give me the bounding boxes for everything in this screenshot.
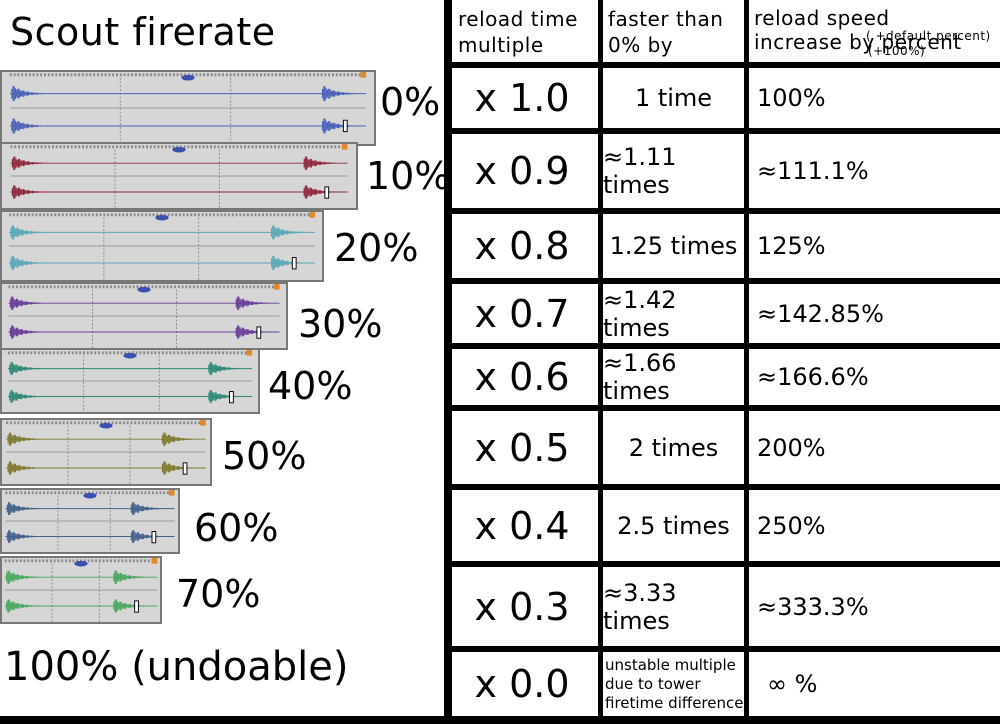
waveform-track-1 [0, 142, 358, 210]
speed-increase-cell: ≈142.85% [757, 299, 884, 328]
undoable-label: 100% (undoable) [4, 644, 349, 690]
reload-multiple-cell: x 0.6 [474, 355, 570, 399]
faster-cell: unstable multiple due to tower firetime … [605, 656, 744, 712]
waveform-track-6 [0, 488, 180, 554]
header-reload-multiple: reload time multiple [458, 7, 578, 57]
reload-multiple-cell: x 0.0 [474, 662, 570, 706]
header-speed-note-2: (+100%) [868, 44, 926, 58]
table-divider [0, 716, 1000, 724]
track-percent-label-7: 70% [176, 572, 261, 616]
faster-cell: ≈1.11 times [603, 143, 677, 199]
faster-cell: 2 times [628, 433, 719, 462]
speed-increase-cell: ≈111.1% [757, 157, 869, 185]
track-percent-label-4: 40% [268, 364, 353, 408]
speed-increase-cell: ≈166.6% [757, 363, 869, 391]
waveform-track-3 [0, 282, 288, 350]
faster-cell: 1.25 times [609, 232, 738, 260]
reload-multiple-cell: x 0.3 [474, 584, 570, 629]
speed-increase-cell: 200% [757, 433, 826, 462]
reload-multiple-cell: x 0.7 [474, 291, 570, 336]
faster-cell: 1 time [634, 84, 713, 112]
reload-multiple-cell: x 0.8 [474, 224, 570, 268]
table-divider [444, 343, 1000, 349]
track-percent-label-2: 20% [334, 226, 419, 270]
table-divider [444, 62, 1000, 68]
waveform-track-0 [0, 70, 376, 146]
track-percent-label-0: 0% [380, 80, 441, 124]
header-speed-note-1: ( +default percent) [866, 29, 991, 43]
page-title: Scout firerate [10, 10, 276, 54]
waveform-graphic [9, 72, 367, 144]
faster-cell: ≈1.42 times [603, 285, 677, 342]
track-percent-label-1: 10% [366, 154, 451, 198]
header-faster: faster than 0% by [608, 7, 724, 57]
faster-cell: ≈1.66 times [603, 349, 677, 405]
waveform-graphic [10, 144, 348, 208]
table-divider [444, 208, 1000, 214]
table-divider [598, 0, 603, 724]
waveform-graphic [5, 490, 175, 552]
track-percent-label-5: 50% [222, 434, 307, 478]
waveform-track-2 [0, 210, 324, 282]
speed-increase-cell: 100% [757, 84, 826, 112]
table-divider [444, 278, 1000, 284]
table-divider [444, 484, 1000, 490]
speed-increase-cell: ∞ % [767, 670, 818, 698]
waveform-track-7 [0, 556, 162, 624]
waveform-graphic [8, 212, 315, 280]
table-divider [444, 561, 1000, 567]
waveform-graphic [8, 284, 280, 348]
header-speed-increase: reload speed increase by percent [754, 6, 962, 54]
table-divider [744, 0, 749, 724]
table-divider [444, 405, 1000, 411]
faster-cell: ≈3.33 times [603, 578, 677, 635]
speed-increase-cell: 125% [757, 232, 826, 260]
reload-multiple-cell: x 1.0 [474, 76, 570, 120]
table-divider [444, 0, 452, 724]
waveform-graphic [6, 420, 206, 484]
waveform-graphic [4, 558, 158, 622]
table-divider [444, 128, 1000, 134]
waveform-track-5 [0, 418, 212, 486]
reload-multiple-cell: x 0.4 [474, 503, 570, 548]
waveform-track-4 [0, 348, 260, 414]
reload-multiple-cell: x 0.5 [474, 425, 570, 470]
waveform-graphic [7, 350, 253, 412]
faster-cell: 2.5 times [617, 511, 730, 540]
reload-multiple-cell: x 0.9 [474, 149, 570, 193]
track-percent-label-3: 30% [298, 302, 383, 346]
table-divider [444, 646, 1000, 652]
speed-increase-cell: 250% [757, 511, 826, 540]
speed-increase-cell: ≈333.3% [757, 592, 869, 621]
track-percent-label-6: 60% [194, 506, 279, 550]
